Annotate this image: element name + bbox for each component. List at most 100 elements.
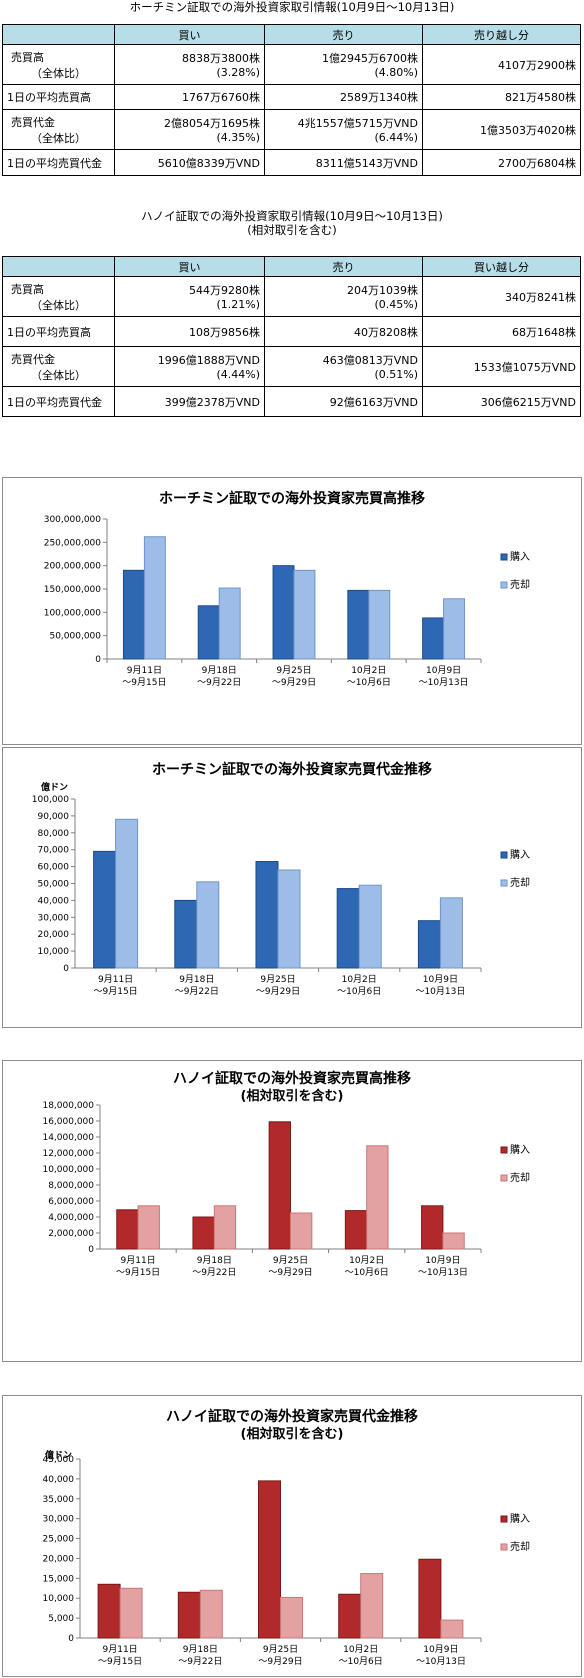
y-tick-label: 100,000,000 (44, 608, 102, 618)
x-tick-label: 9月25日 (273, 1255, 308, 1266)
bar-buy (255, 861, 279, 969)
x-tick-label: 9月11日 (103, 1644, 138, 1655)
bar-buy (258, 1480, 281, 1639)
bar-sell (213, 1205, 237, 1250)
bar-sell (293, 569, 316, 660)
bar-buy (268, 1121, 292, 1250)
row-label-sub: （全体比） (31, 66, 86, 80)
header-net: 買い越し分 (422, 256, 581, 277)
row-label-sub: （全体比） (31, 131, 86, 145)
y-tick-label: 90,000 (38, 812, 70, 822)
header-buy: 買い (114, 24, 265, 45)
table-row: 1日の平均売買代金 5610億8339万VND 8311億5143万VND 27… (2, 149, 581, 176)
sell-value: 1億2945万6700株 (322, 52, 418, 65)
unit-label: 億ドン (41, 783, 69, 793)
x-tick-label: 〜9月29日 (268, 1267, 312, 1278)
net-cell: 1億3503万4020株 (422, 109, 581, 150)
x-tick-label: 〜9月15日 (94, 986, 138, 997)
header-buy: 買い (114, 256, 265, 277)
legend-label: 売却 (510, 1171, 530, 1184)
y-tick-label: 300,000,000 (44, 515, 102, 525)
y-tick-label: 12,000,000 (42, 1149, 94, 1159)
x-tick-label: 9月18日 (179, 974, 214, 985)
buy-percent: (4.35%) (216, 131, 260, 144)
buy-percent: (4.44%) (216, 368, 260, 381)
sell-cell: 2589万1340株 (264, 84, 423, 110)
x-tick-label: 10月2日 (343, 1644, 378, 1655)
sell-cell: 40万8208株 (264, 316, 423, 347)
y-tick-label: 50,000 (38, 880, 70, 890)
bar-sell (360, 1573, 384, 1639)
hcm-table: 買い 売り 売り越し分 売買高 （全体比） 8838万3800株 (3.28%) 1… (2, 24, 581, 176)
sell-value: 463億0813万VND (322, 354, 418, 367)
y-tick-label: 2,000,000 (48, 1229, 94, 1239)
row-label-main: 売買代金 (11, 115, 55, 129)
sell-cell: 92億6163万VND (264, 386, 423, 417)
y-tick-label: 40,000 (43, 1475, 75, 1485)
x-tick-label: 9月25日 (263, 1644, 298, 1655)
y-tick-label: 0 (95, 655, 101, 665)
x-tick-label: 10月9日 (425, 1255, 460, 1266)
sell-percent: (6.44%) (374, 131, 418, 144)
y-tick-label: 30,000 (43, 1515, 75, 1525)
y-tick-label: 8,000,000 (48, 1181, 94, 1191)
row-label: 売買代金 （全体比） (2, 346, 115, 387)
hn-table-title: ハノイ証取での海外投資家取引情報(10月9日〜10月13日) (141, 209, 443, 223)
y-tick-label: 70,000 (38, 846, 70, 856)
chart-plot: 0 2,000,000 4,000,000 6,000,000 8,000,000 10,… (42, 1101, 530, 1278)
x-tick-label: 9月11日 (98, 974, 133, 985)
y-tick-label: 0 (68, 1634, 74, 1644)
bar-buy (197, 605, 220, 660)
y-tick-label: 10,000,000 (42, 1165, 94, 1175)
x-tick-label: 〜9月29日 (258, 1656, 302, 1667)
x-tick-label: 9月18日 (197, 1255, 232, 1266)
buy-cell: 399億2378万VND (114, 386, 265, 417)
x-tick-label: 〜10月6日 (339, 1656, 383, 1667)
bar-buy (422, 617, 445, 660)
y-tick-label: 200,000,000 (44, 562, 102, 572)
sell-percent: (0.45%) (374, 298, 418, 311)
bar-buy (347, 589, 370, 660)
sell-value: 4兆1557億5715万VND (297, 117, 418, 130)
y-tick-label: 10,000 (38, 947, 70, 957)
buy-cell: 2億8054万1695株 (4.35%) (114, 109, 265, 150)
x-tick-label: 10月9日 (423, 1644, 458, 1655)
x-tick-label: 〜9月22日 (175, 986, 219, 997)
buy-cell: 1767万6760株 (114, 84, 265, 110)
y-tick-label: 150,000,000 (44, 585, 102, 595)
x-tick-label: 10月9日 (426, 665, 461, 676)
row-label: 売買高 （全体比） (2, 44, 115, 85)
x-tick-label: 10月2日 (351, 665, 386, 676)
row-label-sub: （全体比） (31, 298, 86, 312)
table-row: 売買代金 （全体比） 2億8054万1695株 (4.35%) 4兆1557億571… (2, 109, 581, 150)
y-tick-label: 15,000 (43, 1574, 75, 1584)
sell-value: 204万1039株 (347, 284, 418, 297)
y-tick-label: 10,000 (43, 1594, 75, 1604)
legend-label: 購入 (510, 550, 530, 563)
x-tick-label: 〜9月22日 (197, 677, 241, 688)
x-tick-label: 10月2日 (349, 1255, 384, 1266)
net-cell: 1533億1075万VND (422, 346, 581, 387)
hcm-table-title: ホーチミン証取での海外投資家取引情報(10月9日〜10月13日) (129, 0, 455, 14)
y-tick-label: 6,000,000 (48, 1197, 94, 1207)
y-tick-label: 40,000 (38, 896, 70, 906)
bar-buy (177, 1591, 201, 1639)
bar-sell (290, 1212, 313, 1250)
y-tick-label: 0 (88, 1245, 94, 1255)
row-label: 1日の平均売買代金 (2, 149, 115, 176)
y-tick-label: 60,000 (38, 863, 70, 873)
bar-sell (366, 1145, 389, 1250)
chart-hn-value: ハノイ証取での海外投資家売買代金推移 (相対取引を含む) 億ドン 0 5,000 1… (2, 1395, 582, 1677)
bar-sell (143, 536, 166, 660)
sell-cell: 463億0813万VND (0.51%) (264, 346, 423, 387)
chart-plot: 0 5,000 10,000 15,000 20,000 25,000 30,000 35,0… (43, 1455, 531, 1667)
buy-value: 544万9280株 (189, 284, 260, 297)
buy-cell: 544万9280株 (1.21%) (114, 276, 265, 317)
buy-percent: (1.21%) (216, 298, 260, 311)
table-row: 1日の平均売買高 108万9856株 40万8208株 68万1648株 (2, 316, 581, 347)
legend-label: 売却 (510, 1540, 530, 1553)
y-tick-label: 0 (63, 964, 69, 974)
x-tick-label: 〜10月13日 (418, 1267, 468, 1278)
y-tick-label: 80,000 (38, 829, 70, 839)
bar-sell (137, 1205, 160, 1250)
